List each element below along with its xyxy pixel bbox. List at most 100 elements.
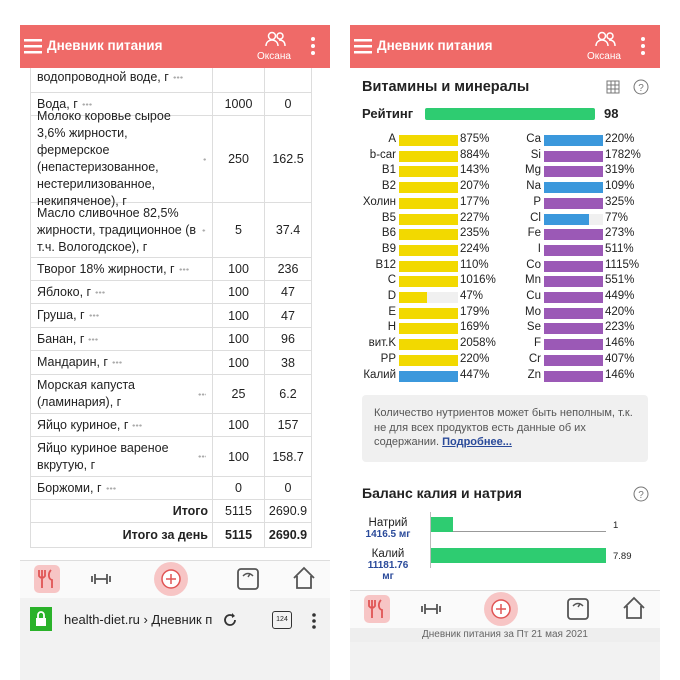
food-name: водопроводной воде, г <box>37 69 169 84</box>
nav-diary[interactable] <box>364 595 390 623</box>
nutrient-name: F <box>533 337 541 350</box>
reload-button[interactable] <box>222 612 238 628</box>
total-kcal: 2690.9 <box>265 523 312 548</box>
nutrient-name: B12 <box>375 258 396 271</box>
browser-menu[interactable] <box>311 612 317 630</box>
nutrient-bar <box>399 244 458 256</box>
user-name[interactable]: Оксана <box>587 51 621 62</box>
total-amount: 5115 <box>213 523 265 548</box>
nutrient-bar <box>399 292 427 303</box>
food-name: Груша, г <box>37 308 85 322</box>
food-name-cell: Вода, г <box>30 93 213 116</box>
note-text: Количество нутриентов может быть неполны… <box>374 407 633 448</box>
more-dots[interactable] <box>203 157 206 161</box>
more-dots[interactable] <box>202 228 206 232</box>
nutrient-bar <box>399 166 458 178</box>
total-kcal: 2690.9 <box>265 500 312 523</box>
nutrient-name: B1 <box>381 164 396 177</box>
footer-bar <box>350 628 660 642</box>
amount-cell: 100 <box>213 351 265 375</box>
nutrient-bar <box>544 339 603 351</box>
amount-cell <box>213 62 265 93</box>
more-dots[interactable] <box>197 455 206 458</box>
balance-name: Натрий <box>368 517 408 529</box>
kcal-cell: 158.7 <box>265 437 312 477</box>
food-name: Масло сливочное 82,5% жирности, традицио… <box>37 205 197 254</box>
more-button[interactable] <box>310 36 316 56</box>
tabs-count[interactable]: 124 <box>272 611 292 629</box>
nutrient-name: Холин <box>362 195 396 208</box>
rating-value: 98 <box>604 106 619 121</box>
user-icon[interactable] <box>595 31 617 47</box>
balance-axis <box>430 512 431 568</box>
food-name-cell: Мандарин, г <box>30 351 213 375</box>
nutrient-bar <box>399 135 458 146</box>
kcal-cell: 96 <box>265 328 312 351</box>
total-amount: 5115 <box>213 500 265 523</box>
more-link[interactable]: Подробнее... <box>442 436 512 448</box>
nav-home[interactable] <box>622 596 646 620</box>
nav-fitness[interactable] <box>90 572 112 586</box>
food-name-cell: Творог 18% жирности, г <box>30 258 213 281</box>
table-icon[interactable] <box>606 80 620 94</box>
nutrient-label: 227% <box>460 211 490 224</box>
more-dots[interactable] <box>95 290 106 294</box>
app-header <box>20 25 330 68</box>
balance-value: 7.89 <box>613 551 632 562</box>
nutrient-label: 1115% <box>605 258 640 271</box>
menu-button[interactable] <box>354 38 372 54</box>
nutrient-name: Калий <box>363 368 396 381</box>
nutrient-name: Zn <box>527 368 541 381</box>
nutrient-label: 146% <box>605 368 635 381</box>
menu-button[interactable] <box>24 38 42 54</box>
nav-add[interactable] <box>150 561 192 597</box>
food-name-cell: Яблоко, г <box>30 281 213 304</box>
nav-diary[interactable] <box>34 565 60 593</box>
nutrient-bar <box>399 307 458 319</box>
kcal-cell: 0 <box>265 93 312 116</box>
food-name: Боржоми, г <box>37 480 102 495</box>
more-dots[interactable] <box>178 267 189 271</box>
user-name[interactable]: Оксана <box>257 51 291 62</box>
nutrient-label: 449% <box>605 290 635 302</box>
more-dots[interactable] <box>197 392 206 396</box>
nutrient-name: D <box>387 290 396 302</box>
nav-scales[interactable] <box>237 568 259 590</box>
help-icon[interactable]: ? <box>633 79 649 95</box>
food-name: Яблоко, г <box>37 284 92 299</box>
nutrient-bar <box>544 276 603 288</box>
nutrient-bar <box>399 339 458 351</box>
more-dots[interactable] <box>132 423 143 427</box>
nutrient-label: 551% <box>605 274 635 287</box>
kcal-cell <box>265 62 312 93</box>
nutrient-name: A <box>388 133 396 145</box>
section-title: Витамины и минералы <box>362 79 530 95</box>
url-text[interactable]: health-diet.ru › Дневник п <box>64 612 213 627</box>
more-button[interactable] <box>640 36 646 56</box>
more-dots[interactable] <box>88 314 99 317</box>
nutrient-label: 511% <box>605 242 634 255</box>
amount-cell: 100 <box>213 328 265 351</box>
food-name: Яйцо куриное вареное вкрутую, г <box>37 440 169 472</box>
more-dots[interactable] <box>105 486 116 490</box>
more-dots[interactable] <box>81 102 92 106</box>
food-name: Яйцо куриное, г <box>37 417 129 432</box>
more-dots[interactable] <box>88 337 99 341</box>
food-name-cell: Морская капуста (ламинария), г <box>30 375 213 414</box>
nav-fitness[interactable] <box>420 602 442 616</box>
nav-scales[interactable] <box>567 598 589 620</box>
total-label: Итого <box>30 500 213 523</box>
more-dots[interactable] <box>112 361 122 364</box>
nutrient-bar <box>544 323 603 335</box>
more-dots[interactable] <box>172 75 183 79</box>
nutrient-label: 420% <box>605 305 635 318</box>
nutrient-name: Se <box>526 321 541 334</box>
lock-icon <box>30 607 52 631</box>
help-icon[interactable]: ? <box>633 486 649 502</box>
nutrient-name: Mo <box>525 305 541 318</box>
nav-home[interactable] <box>292 566 316 590</box>
user-icon[interactable] <box>265 31 287 47</box>
nav-add[interactable] <box>480 591 522 627</box>
nutrient-bar <box>399 229 458 241</box>
